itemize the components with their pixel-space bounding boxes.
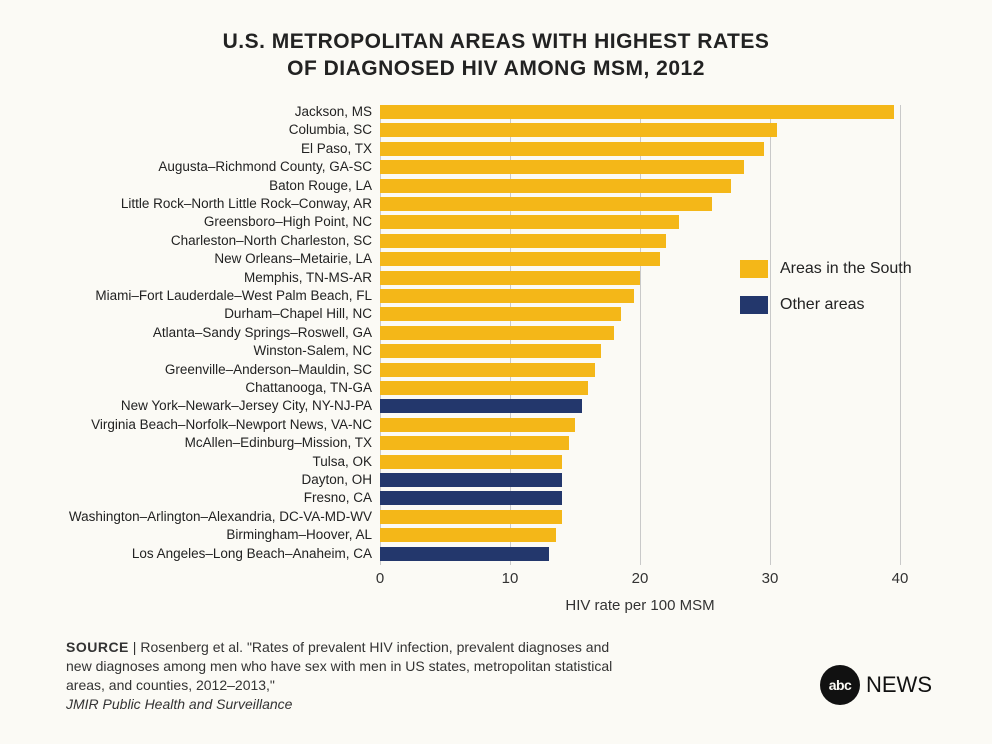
category-label: New Orleans–Metairie, LA xyxy=(60,252,372,266)
source-separator: | xyxy=(129,639,140,655)
category-label: Baton Rouge, LA xyxy=(60,179,372,193)
category-label: McAllen–Edinburg–Mission, TX xyxy=(60,436,372,450)
abc-disc-icon: abc xyxy=(820,665,860,705)
legend-item: Areas in the South xyxy=(740,260,912,278)
bar xyxy=(380,510,562,524)
category-label: Durham–Chapel Hill, NC xyxy=(60,307,372,321)
plot-area xyxy=(380,105,900,565)
category-label: Atlanta–Sandy Springs–Roswell, GA xyxy=(60,326,372,340)
x-tick-label: 40 xyxy=(892,570,909,587)
logo-text: NEWS xyxy=(866,672,932,698)
bar xyxy=(380,455,562,469)
bar-chart: Jackson, MS Columbia, SC El Paso, TX August… xyxy=(60,105,930,615)
bar xyxy=(380,105,894,119)
category-label: Los Angeles–Long Beach–Anaheim, CA xyxy=(60,547,372,561)
source-journal: JMIR Public Health and Surveillance xyxy=(66,696,292,712)
category-label: Dayton, OH xyxy=(60,473,372,487)
source-text: Rosenberg et al. "Rates of prevalent HIV… xyxy=(66,639,612,693)
x-tick-label: 10 xyxy=(502,570,519,587)
bar xyxy=(380,344,601,358)
category-label: Miami–Fort Lauderdale–West Palm Beach, F… xyxy=(60,289,372,303)
bar xyxy=(380,197,712,211)
bar xyxy=(380,271,640,285)
category-label: New York–Newark–Jersey City, NY-NJ-PA xyxy=(60,399,372,413)
bar xyxy=(380,160,744,174)
bar xyxy=(380,528,556,542)
category-label: Fresno, CA xyxy=(60,491,372,505)
category-label: Winston-Salem, NC xyxy=(60,344,372,358)
bar xyxy=(380,326,614,340)
bar xyxy=(380,289,634,303)
title-line-2: OF DIAGNOSED HIV AMONG MSM, 2012 xyxy=(287,57,705,80)
bar xyxy=(380,436,569,450)
legend-swatch-icon xyxy=(740,260,768,278)
bar xyxy=(380,252,660,266)
bar xyxy=(380,381,588,395)
category-label: Columbia, SC xyxy=(60,123,372,137)
category-label: Jackson, MS xyxy=(60,105,372,119)
x-axis-label: HIV rate per 100 MSM xyxy=(380,597,900,614)
x-tick-label: 20 xyxy=(632,570,649,587)
bar xyxy=(380,491,562,505)
bar xyxy=(380,142,764,156)
category-label: Washington–Arlington–Alexandria, DC-VA-M… xyxy=(60,510,372,524)
category-label: Augusta–Richmond County, GA-SC xyxy=(60,160,372,174)
chart-title: U.S. METROPOLITAN AREAS WITH HIGHEST RAT… xyxy=(0,28,992,83)
gridline xyxy=(770,105,771,565)
bar xyxy=(380,547,549,561)
title-line-1: U.S. METROPOLITAN AREAS WITH HIGHEST RAT… xyxy=(223,30,770,53)
legend: Areas in the South Other areas xyxy=(740,260,912,332)
category-label: Birmingham–Hoover, AL xyxy=(60,528,372,542)
bar xyxy=(380,307,621,321)
category-label: Virginia Beach–Norfolk–Newport News, VA-… xyxy=(60,418,372,432)
source-citation: SOURCE | Rosenberg et al. "Rates of prev… xyxy=(66,638,626,714)
category-label: Chattanooga, TN-GA xyxy=(60,381,372,395)
bar xyxy=(380,399,582,413)
y-axis-labels: Jackson, MS Columbia, SC El Paso, TX August… xyxy=(60,105,380,565)
legend-label: Areas in the South xyxy=(780,260,912,278)
bar xyxy=(380,179,731,193)
category-label: Memphis, TN-MS-AR xyxy=(60,271,372,285)
category-label: Greensboro–High Point, NC xyxy=(60,215,372,229)
category-label: Charleston–North Charleston, SC xyxy=(60,234,372,248)
legend-item: Other areas xyxy=(740,296,912,314)
bar xyxy=(380,473,562,487)
category-label: El Paso, TX xyxy=(60,142,372,156)
chart-page: U.S. METROPOLITAN AREAS WITH HIGHEST RAT… xyxy=(0,0,992,744)
bar xyxy=(380,234,666,248)
bar xyxy=(380,363,595,377)
source-label: SOURCE xyxy=(66,639,129,655)
category-label: Greenville–Anderson–Mauldin, SC xyxy=(60,363,372,377)
bar xyxy=(380,418,575,432)
gridline xyxy=(900,105,901,565)
category-label: Tulsa, OK xyxy=(60,455,372,469)
bar xyxy=(380,123,777,137)
legend-label: Other areas xyxy=(780,296,864,314)
abc-news-logo: abc NEWS xyxy=(820,665,932,705)
category-label: Little Rock–North Little Rock–Conway, AR xyxy=(60,197,372,211)
x-tick-label: 30 xyxy=(762,570,779,587)
x-tick-label: 0 xyxy=(376,570,384,587)
bar xyxy=(380,215,679,229)
legend-swatch-icon xyxy=(740,296,768,314)
